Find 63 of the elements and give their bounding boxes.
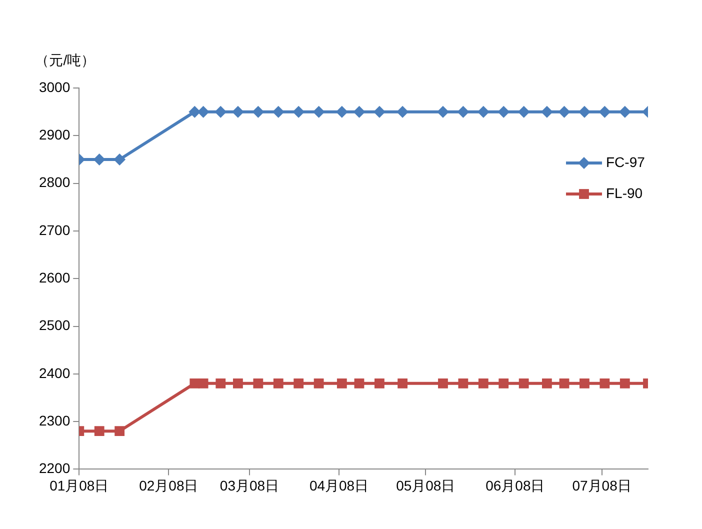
point xyxy=(114,426,125,436)
point xyxy=(373,106,386,118)
point xyxy=(618,106,631,118)
point xyxy=(436,106,449,118)
point xyxy=(398,378,408,388)
point xyxy=(578,106,590,118)
point xyxy=(498,106,510,118)
point xyxy=(253,378,264,388)
point xyxy=(438,378,448,388)
point xyxy=(580,378,590,388)
x-tick-label: 05月08日 xyxy=(396,477,456,494)
point xyxy=(336,106,348,118)
point xyxy=(540,106,553,118)
legend-label: FC-97 xyxy=(606,154,646,170)
point xyxy=(214,106,227,118)
y-tick-label: 2900 xyxy=(38,126,70,143)
point xyxy=(272,106,284,118)
point xyxy=(600,378,610,388)
point xyxy=(498,378,509,388)
point xyxy=(477,106,490,118)
point xyxy=(353,106,366,118)
x-tick-label: 03月08日 xyxy=(220,477,280,494)
point xyxy=(314,378,324,388)
point xyxy=(216,378,226,388)
y-tick-label: 2400 xyxy=(38,364,70,381)
point xyxy=(292,106,305,118)
point xyxy=(518,106,530,118)
point xyxy=(354,378,364,388)
point xyxy=(518,378,529,388)
y-tick-label: 2800 xyxy=(38,174,70,190)
point xyxy=(457,106,470,118)
point xyxy=(542,378,552,388)
legend-label: FL-90 xyxy=(606,184,643,201)
y-tick-label: 2700 xyxy=(38,222,70,238)
x-tick-label: 06月08日 xyxy=(486,477,545,494)
point xyxy=(93,153,106,166)
point xyxy=(94,426,104,436)
point xyxy=(374,378,384,388)
point xyxy=(458,378,468,388)
y-axis-title: （元/吨） xyxy=(35,52,96,68)
y-tick-label: 2500 xyxy=(38,317,70,334)
point xyxy=(620,378,630,388)
point xyxy=(273,378,284,388)
x-tick-label: 02月08日 xyxy=(139,477,198,494)
point xyxy=(114,153,126,166)
y-tick-label: 3000 xyxy=(38,78,70,95)
x-tick-label: 04月08日 xyxy=(309,477,369,494)
y-tick-label: 2200 xyxy=(38,460,70,476)
point xyxy=(559,378,570,388)
y-tick-label: 2600 xyxy=(38,269,70,286)
point xyxy=(312,106,325,118)
point xyxy=(396,106,409,118)
point xyxy=(558,106,570,118)
point xyxy=(478,378,488,388)
point xyxy=(198,378,208,388)
point xyxy=(233,378,243,388)
point xyxy=(294,378,304,388)
point xyxy=(336,378,347,388)
x-tick-label: 01月08日 xyxy=(50,477,109,494)
x-tick-label: 07月08日 xyxy=(572,477,632,494)
point xyxy=(252,106,264,118)
point xyxy=(598,106,611,118)
y-tick-label: 2300 xyxy=(38,412,70,428)
